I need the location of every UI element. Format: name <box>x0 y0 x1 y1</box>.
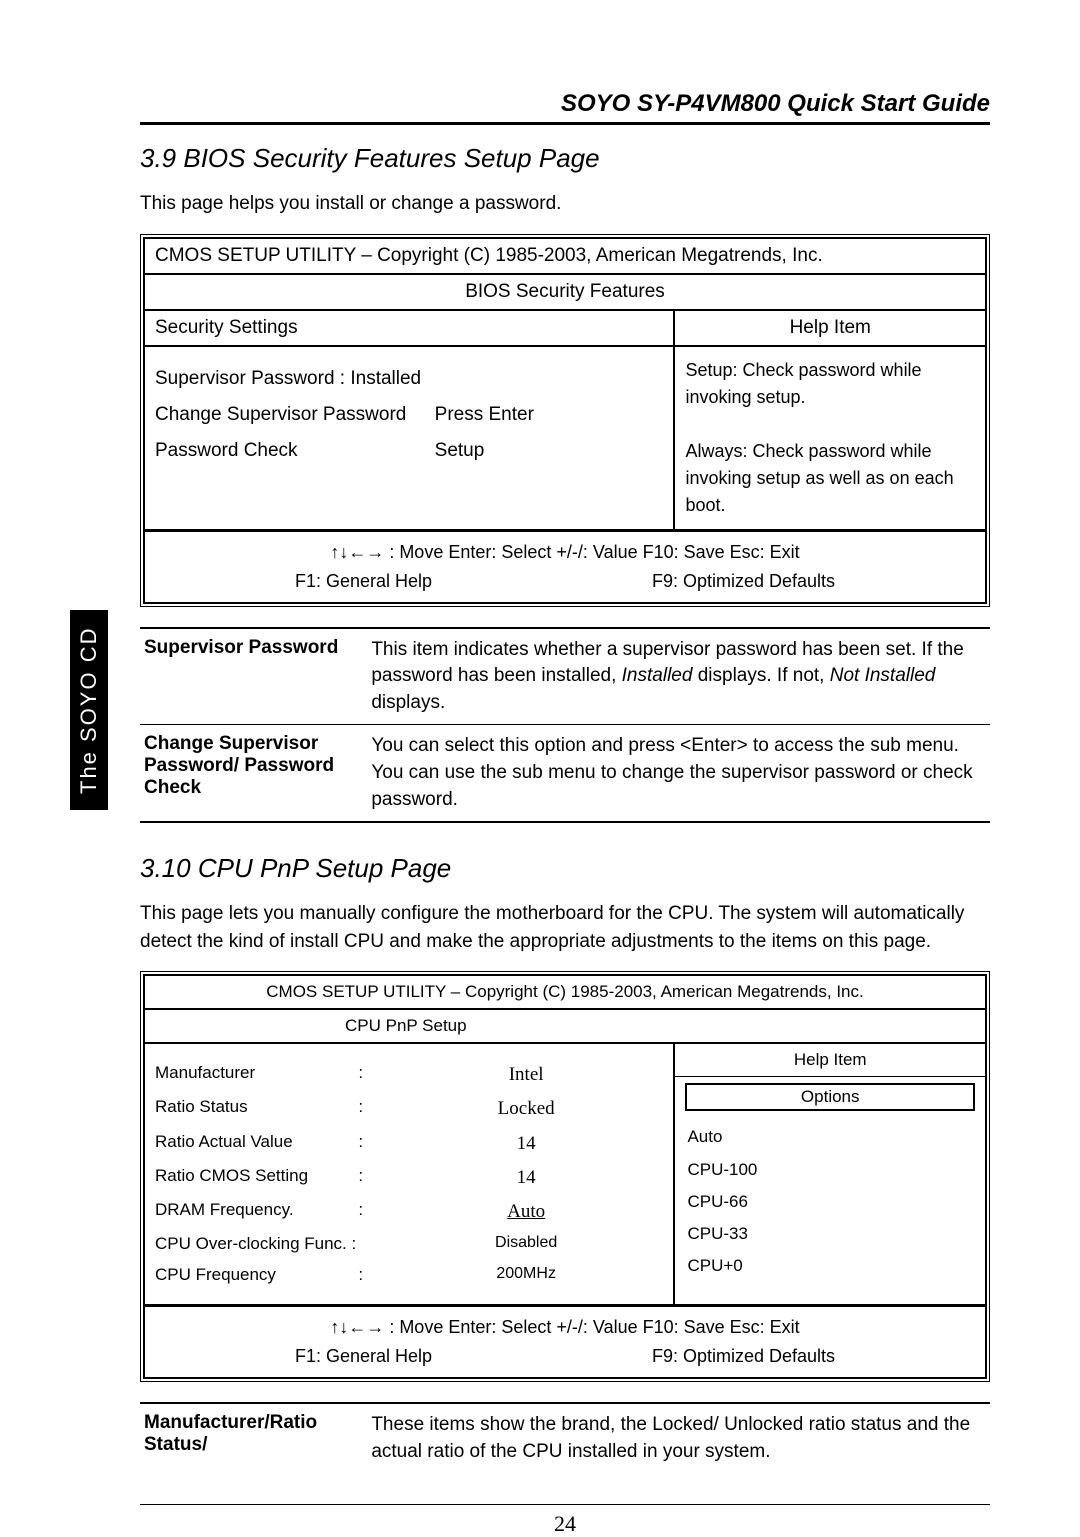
setting-label: Ratio Status <box>155 1092 358 1126</box>
setting-row: Ratio Actual Value:14 <box>155 1127 663 1161</box>
nav-line-2: F1: General Help F9: Optimized Defaults <box>155 1342 975 1371</box>
options-list: Auto CPU-100 CPU-66 CPU-33 CPU+0 <box>675 1121 985 1282</box>
setting-label: CPU Over-clocking Func. : <box>155 1229 358 1260</box>
nav-text: ↑↓←→ : Move Enter: Select +/-/: Value F1… <box>330 1317 799 1338</box>
option-item: CPU-100 <box>687 1154 973 1186</box>
section-3-9-intro: This page helps you install or change a … <box>140 190 990 218</box>
desc-text-italic: Installed <box>622 665 693 686</box>
setting-value: Setup <box>435 433 664 469</box>
option-item: CPU-66 <box>687 1186 973 1218</box>
nav-line-1: ↑↓←→ : Move Enter: Select +/-/: Value F1… <box>155 538 975 567</box>
desc-label: Supervisor Password <box>144 637 371 717</box>
desc-text-part: displays. <box>371 692 445 713</box>
option-item: CPU-33 <box>687 1218 973 1250</box>
setting-value: Intel <box>389 1058 664 1092</box>
setting-row: CPU Over-clocking Func. : Disabled <box>155 1229 663 1260</box>
side-tab: The SOYO CD <box>70 610 108 810</box>
bios-copyright: CMOS SETUP UTILITY – Copyright (C) 1985-… <box>144 975 986 1009</box>
nav-f9: F9: Optimized Defaults <box>652 1346 835 1367</box>
setting-label: Manufacturer <box>155 1058 358 1092</box>
bios-help-head: Help Item <box>674 310 986 346</box>
section-3-9-desc: Supervisor Password This item indicates … <box>140 627 990 824</box>
colon <box>358 1229 389 1260</box>
page-number: 24 <box>140 1504 990 1537</box>
bios-cpu-body: Manufacturer:Intel Ratio Status:Locked R… <box>144 1043 674 1305</box>
bios-cpu-box: CMOS SETUP UTILITY – Copyright (C) 1985-… <box>140 971 990 1382</box>
bios-subtitle: BIOS Security Features <box>144 274 986 310</box>
setting-value <box>435 361 664 397</box>
setting-row: Password Check Setup <box>155 433 663 469</box>
setting-label: Ratio CMOS Setting <box>155 1161 358 1195</box>
option-item: Auto <box>687 1121 973 1153</box>
colon: : <box>358 1161 389 1195</box>
bios-nav: ↑↓←→ : Move Enter: Select +/-/: Value F1… <box>144 1305 986 1378</box>
setting-value: 14 <box>389 1161 664 1195</box>
page-header: SOYO SY-P4VM800 Quick Start Guide <box>140 90 990 125</box>
setting-row: Change Supervisor Password Press Enter <box>155 397 663 433</box>
setting-value: Locked <box>389 1092 664 1126</box>
desc-text-part: displays. If not, <box>692 665 829 686</box>
desc-text: This item indicates whether a supervisor… <box>371 637 986 717</box>
bios-left-head: Security Settings <box>144 310 674 346</box>
colon: : <box>358 1127 389 1161</box>
bios-subtitle: CPU PnP Setup <box>144 1009 986 1043</box>
colon: : <box>358 1058 389 1092</box>
nav-f1: F1: General Help <box>295 571 432 592</box>
bios-help-body: Setup: Check password while invoking set… <box>674 346 986 530</box>
section-3-9-title: 3.9 BIOS Security Features Setup Page <box>140 143 990 174</box>
desc-text: You can select this option and press <En… <box>371 733 986 813</box>
section-3-10-desc: Manufacturer/Ratio Status/ These items s… <box>140 1402 990 1473</box>
nav-line-2: F1: General Help F9: Optimized Defaults <box>155 567 975 596</box>
setting-label: Ratio Actual Value <box>155 1127 358 1161</box>
colon: : <box>358 1195 389 1229</box>
setting-label: CPU Frequency <box>155 1260 358 1291</box>
setting-row: Ratio CMOS Setting:14 <box>155 1161 663 1195</box>
setting-row: Supervisor Password : Installed <box>155 361 663 397</box>
options-label: Options <box>685 1083 975 1111</box>
setting-label: Supervisor Password : Installed <box>155 361 435 397</box>
desc-row: Manufacturer/Ratio Status/ These items s… <box>140 1404 990 1473</box>
section-3-10-intro: This page lets you manually configure th… <box>140 900 990 955</box>
setting-label: Password Check <box>155 433 435 469</box>
section-3-10-title: 3.10 CPU PnP Setup Page <box>140 853 990 884</box>
bios-security-box: CMOS SETUP UTILITY – Copyright (C) 1985-… <box>140 234 990 607</box>
desc-label: Change Supervisor Password/ Password Che… <box>144 733 371 813</box>
desc-row: Change Supervisor Password/ Password Che… <box>140 724 990 821</box>
colon: : <box>358 1260 389 1291</box>
bios-nav: ↑↓←→ : Move Enter: Select +/-/: Value F1… <box>144 530 986 603</box>
nav-f9: F9: Optimized Defaults <box>652 571 835 592</box>
option-item: CPU+0 <box>687 1250 973 1282</box>
setting-value: Auto <box>389 1195 664 1229</box>
nav-text: ↑↓←→ : Move Enter: Select +/-/: Value F1… <box>330 542 799 563</box>
desc-text-italic: Not Installed <box>830 665 936 686</box>
setting-row: Ratio Status:Locked <box>155 1092 663 1126</box>
setting-value: 14 <box>389 1127 664 1161</box>
setting-value: Disabled <box>389 1229 664 1260</box>
nav-line-1: ↑↓←→ : Move Enter: Select +/-/: Value F1… <box>155 1313 975 1342</box>
bios-help-head: Help Item <box>675 1044 985 1077</box>
setting-row: Manufacturer:Intel <box>155 1058 663 1092</box>
desc-row: Supervisor Password This item indicates … <box>140 629 990 725</box>
setting-row: DRAM Frequency.:Auto <box>155 1195 663 1229</box>
setting-value: 200MHz <box>389 1260 664 1291</box>
desc-text: These items show the brand, the Locked/ … <box>371 1412 986 1465</box>
bios-settings-body: Supervisor Password : Installed Change S… <box>144 346 674 530</box>
bios-copyright: CMOS SETUP UTILITY – Copyright (C) 1985-… <box>144 238 986 274</box>
colon: : <box>358 1092 389 1126</box>
nav-f1: F1: General Help <box>295 1346 432 1367</box>
setting-label: Change Supervisor Password <box>155 397 435 433</box>
setting-value: Press Enter <box>435 397 664 433</box>
desc-label: Manufacturer/Ratio Status/ <box>144 1412 371 1465</box>
bios-help-col: Help Item Options Auto CPU-100 CPU-66 CP… <box>674 1043 986 1305</box>
setting-label: DRAM Frequency. <box>155 1195 358 1229</box>
setting-row: CPU Frequency:200MHz <box>155 1260 663 1291</box>
